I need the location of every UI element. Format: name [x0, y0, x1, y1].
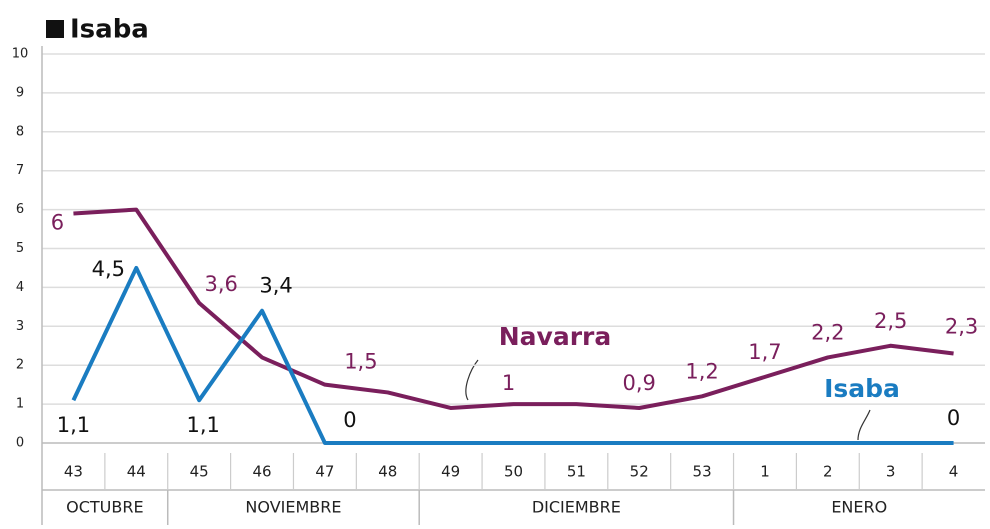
x-tick-label: 48: [378, 463, 397, 481]
y-tick-label: 0: [16, 436, 24, 451]
x-tick-label: 45: [190, 463, 209, 481]
series-line: [73, 207, 954, 410]
y-tick-label: 3: [16, 319, 24, 334]
value-label: 1,1: [57, 413, 90, 437]
month-label: OCTUBRE: [66, 498, 143, 517]
value-label: 0: [947, 406, 960, 430]
value-label: 1,1: [186, 413, 219, 437]
x-tick-label: 1: [760, 463, 770, 481]
month-label: ENERO: [831, 498, 887, 517]
value-label: 6: [51, 210, 64, 234]
callout-line: [465, 359, 479, 401]
x-tick-label: 51: [567, 463, 586, 481]
value-label: 4,5: [92, 257, 125, 281]
value-label: 2,3: [945, 315, 978, 339]
x-tick-label: 44: [127, 463, 146, 481]
x-tick-label: 53: [693, 463, 712, 481]
y-tick-label: 9: [16, 85, 24, 100]
month-label: NOVIEMBRE: [245, 498, 341, 517]
y-tick-label: 7: [16, 163, 24, 178]
y-tick-label: 1: [16, 397, 24, 412]
x-tick-label: 2: [823, 463, 833, 481]
x-tick-label: 4: [949, 463, 959, 481]
series-name: Navarra: [499, 322, 612, 351]
x-tick-label: 52: [630, 463, 649, 481]
y-tick-label: 4: [16, 280, 24, 295]
x-tick-label: 43: [64, 463, 83, 481]
value-label: 3,6: [204, 272, 237, 296]
x-tick-label: 50: [504, 463, 523, 481]
month-label: DICIEMBRE: [532, 498, 621, 517]
value-label: 1,5: [344, 350, 377, 374]
title-square: [46, 20, 64, 38]
value-label: 3,4: [259, 274, 292, 298]
x-tick-label: 46: [252, 463, 271, 481]
y-tick-label: 2: [16, 358, 24, 373]
value-label: 2,5: [874, 309, 907, 333]
value-label: 0,9: [623, 371, 656, 395]
chart-title: Isaba: [70, 15, 149, 45]
y-tick-label: 6: [16, 202, 24, 217]
value-label: 1,2: [685, 359, 718, 383]
value-label: 1: [502, 371, 515, 395]
y-tick-label: 10: [12, 47, 29, 62]
value-label: 2,2: [811, 320, 844, 344]
y-tick-label: 5: [16, 241, 24, 256]
callout-line: [857, 409, 871, 441]
x-tick-label: 47: [315, 463, 334, 481]
y-tick-label: 8: [16, 124, 24, 139]
series-line: [71, 265, 954, 445]
x-tick-label: 3: [886, 463, 896, 481]
series-name: Isaba: [824, 374, 900, 403]
value-label: 0: [343, 408, 356, 432]
value-label: 1,7: [748, 340, 781, 364]
x-tick-label: 49: [441, 463, 460, 481]
